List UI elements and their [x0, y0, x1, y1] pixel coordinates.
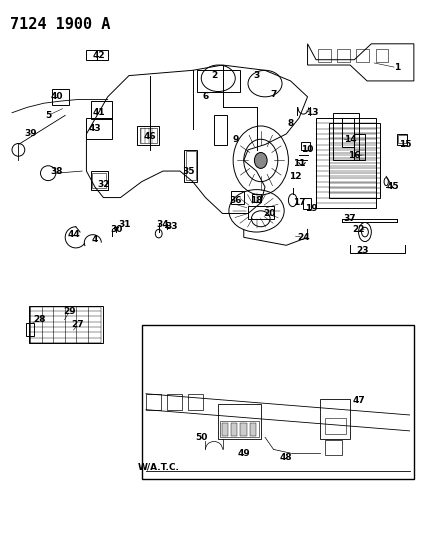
Text: 48: 48 — [280, 453, 293, 462]
Text: 47: 47 — [352, 395, 365, 405]
Text: 8: 8 — [288, 119, 294, 128]
Text: 28: 28 — [33, 315, 46, 324]
Text: 14: 14 — [344, 135, 357, 144]
Text: 11: 11 — [293, 159, 305, 167]
Text: 7: 7 — [270, 90, 277, 99]
Text: 45: 45 — [386, 182, 399, 191]
Ellipse shape — [254, 152, 267, 168]
Bar — [250, 423, 256, 436]
Bar — [301, 142, 310, 150]
Bar — [354, 134, 365, 160]
Text: 27: 27 — [71, 320, 84, 329]
Text: 7124 1900 A: 7124 1900 A — [10, 17, 110, 33]
Text: W/A.T.C.: W/A.T.C. — [138, 463, 180, 471]
Bar — [185, 151, 196, 180]
Text: 34: 34 — [157, 220, 169, 229]
Text: 39: 39 — [25, 130, 38, 139]
Polygon shape — [86, 65, 308, 214]
Bar — [142, 325, 414, 479]
Bar — [218, 405, 261, 439]
Bar — [324, 418, 346, 433]
Bar — [214, 115, 227, 144]
Bar — [188, 394, 203, 410]
Bar — [86, 50, 108, 60]
Bar — [252, 194, 261, 202]
Text: 33: 33 — [165, 222, 178, 231]
Text: 6: 6 — [202, 92, 208, 101]
Text: 49: 49 — [238, 449, 250, 458]
Bar — [329, 123, 380, 198]
Text: 38: 38 — [51, 166, 63, 175]
Text: 46: 46 — [144, 132, 157, 141]
Text: 29: 29 — [63, 307, 76, 316]
Bar — [220, 421, 259, 437]
Polygon shape — [308, 44, 414, 81]
Bar — [222, 423, 228, 436]
Text: 9: 9 — [232, 135, 238, 144]
Text: 4: 4 — [92, 236, 98, 245]
Bar — [248, 206, 273, 219]
Text: 10: 10 — [301, 146, 314, 155]
Bar — [357, 49, 369, 62]
Text: 37: 37 — [344, 214, 357, 223]
Bar — [91, 101, 112, 119]
Text: 16: 16 — [348, 151, 360, 160]
Bar — [30, 307, 101, 343]
Bar — [140, 128, 157, 143]
Bar — [316, 118, 376, 208]
Text: 30: 30 — [110, 225, 122, 234]
Text: 20: 20 — [263, 209, 276, 218]
Bar — [52, 89, 69, 105]
Bar — [318, 49, 331, 62]
Bar — [91, 171, 108, 190]
Text: 19: 19 — [306, 204, 318, 213]
Bar — [92, 173, 107, 188]
Bar — [303, 198, 311, 209]
Text: 35: 35 — [182, 166, 195, 175]
Bar — [320, 399, 350, 439]
Text: 32: 32 — [97, 180, 110, 189]
Text: 1: 1 — [394, 63, 400, 72]
Text: 24: 24 — [297, 233, 309, 242]
Text: 3: 3 — [253, 71, 260, 80]
Bar — [376, 49, 388, 62]
Bar — [146, 394, 161, 410]
Text: 13: 13 — [306, 108, 318, 117]
Text: 43: 43 — [89, 124, 101, 133]
Text: 44: 44 — [67, 230, 80, 239]
Bar — [397, 134, 407, 144]
Bar — [324, 440, 342, 455]
Bar — [231, 423, 238, 436]
Bar — [333, 113, 359, 160]
Text: 23: 23 — [357, 246, 369, 255]
Text: 40: 40 — [51, 92, 63, 101]
Bar — [137, 126, 159, 144]
Bar — [342, 118, 354, 147]
Text: 50: 50 — [195, 433, 208, 442]
Text: 5: 5 — [45, 111, 51, 120]
Bar — [86, 118, 112, 139]
Bar — [231, 191, 244, 204]
Bar — [29, 306, 104, 343]
Bar — [184, 150, 197, 182]
Text: 17: 17 — [293, 198, 305, 207]
Bar — [26, 323, 34, 336]
Text: 42: 42 — [93, 51, 106, 60]
Bar — [337, 49, 350, 62]
Bar — [398, 135, 407, 143]
Bar — [197, 70, 240, 92]
Text: 15: 15 — [399, 140, 412, 149]
Text: 36: 36 — [229, 196, 241, 205]
Text: 41: 41 — [93, 108, 106, 117]
Text: 18: 18 — [250, 196, 263, 205]
Text: 12: 12 — [288, 172, 301, 181]
Text: 22: 22 — [352, 225, 365, 234]
Bar — [241, 423, 247, 436]
Text: 2: 2 — [211, 71, 217, 80]
Bar — [167, 394, 182, 410]
Text: 31: 31 — [119, 220, 131, 229]
